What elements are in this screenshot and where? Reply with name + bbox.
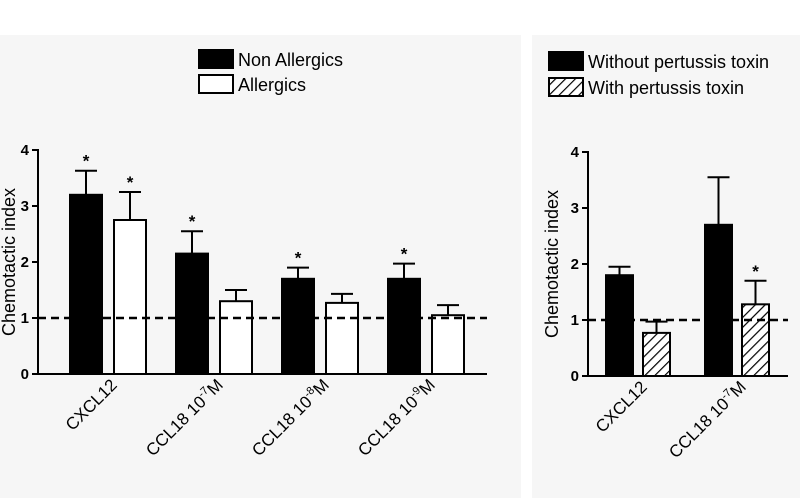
panel1-category-label-1: CXCL12 [62, 375, 121, 434]
panel1-y-tick-label-4: 4 [21, 142, 30, 159]
panel2-y-tick-label-4: 4 [571, 144, 580, 161]
panel2-legend-swatch-1 [548, 51, 584, 71]
panel2-bar-s1-c1 [605, 274, 634, 378]
panel2-bar-s1-c2 [704, 223, 733, 377]
panel1-significance-star-s1-c4: * [401, 245, 408, 264]
panel1-y-tick-label-2: 2 [21, 254, 29, 271]
panel1-bar-s2-c1 [113, 219, 147, 375]
panel1-bar-s2-c3 [325, 301, 359, 376]
panel1-bar-s1-c2 [175, 252, 209, 376]
panel2-y-tick-label-3: 3 [571, 200, 579, 217]
panel2-category-label-2: CCL18 10-7M [665, 377, 750, 462]
panel2-legend-label-1: Without pertussis toxin [588, 52, 769, 72]
panel1-legend-label-1: Non Allergics [238, 50, 343, 70]
panel1-bar-s2-c4 [431, 314, 465, 376]
panel1-significance-star-s1-c2: * [189, 212, 196, 231]
panel1-significance-star-s1-c1: * [83, 152, 90, 171]
panel1-y-axis-label: Chemotactic index [0, 188, 19, 336]
panel1-legend-swatch-1 [198, 49, 234, 69]
panel2-legend-label-2: With pertussis toxin [588, 78, 744, 98]
panel2-y-tick-label-1: 1 [571, 312, 579, 329]
panel1-significance-star-s1-c3: * [295, 249, 302, 268]
panel1-bar-s1-c3 [281, 277, 315, 375]
panel1-significance-star-s2-c1: * [127, 173, 134, 192]
panel2-significance-star-s2-c2: * [752, 262, 759, 281]
panel2-bar-s2-c1 [642, 331, 671, 378]
panel1-y-tick-label-3: 3 [21, 198, 29, 215]
panel1-category-label-4: CCL18 10-9M [354, 375, 439, 460]
panel2-y-tick-label-0: 0 [571, 368, 579, 385]
panel1-category-label-3: CCL18 10-8M [248, 375, 333, 460]
panel1-bar-s2-c2 [219, 300, 253, 376]
panel2-bar-s2-c2 [741, 303, 770, 378]
panel2-y-tick-label-2: 2 [571, 256, 579, 273]
panel1-y-tick-label-0: 0 [21, 366, 29, 383]
panel1-legend-swatch-2 [198, 74, 234, 94]
panel1-y-tick-label-1: 1 [21, 310, 29, 327]
panel2-legend-swatch-2 [548, 77, 584, 97]
panel1-bar-s1-c1 [69, 193, 103, 375]
panel1-legend-label-2: Allergics [238, 75, 306, 95]
panel2-category-label-1: CXCL12 [592, 377, 651, 436]
panel1-category-label-2: CCL18 10-7M [142, 375, 227, 460]
panel1-bar-s1-c4 [387, 277, 421, 375]
panel-right-background [532, 35, 800, 498]
panel2-y-axis-label: Chemotactic index [542, 190, 562, 338]
